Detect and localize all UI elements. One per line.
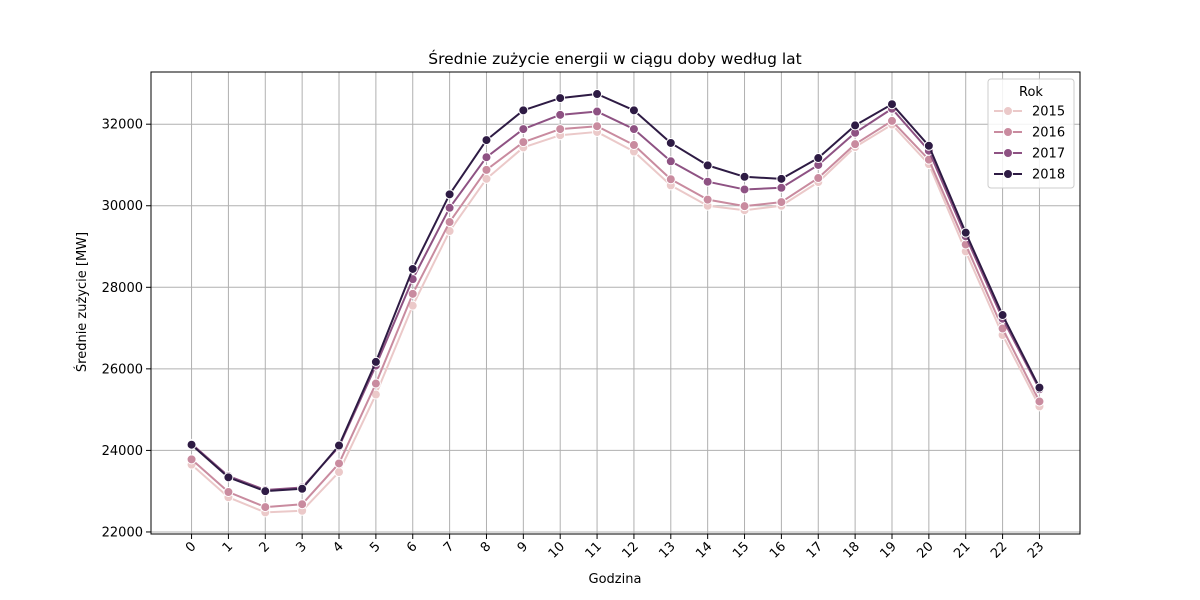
y-tick-label: 28000 <box>102 281 143 296</box>
legend-label: 2018 <box>1032 168 1065 183</box>
legend-title: Rok <box>1019 85 1043 100</box>
y-tick-label: 26000 <box>102 362 143 377</box>
data-point-2016 <box>665 174 676 185</box>
data-point-2018 <box>370 356 381 367</box>
data-point-2018 <box>923 140 934 151</box>
data-point-2017 <box>518 124 529 135</box>
data-point-2018 <box>886 99 897 110</box>
data-point-2016 <box>444 217 455 228</box>
data-point-2016 <box>518 137 529 148</box>
data-point-2018 <box>997 310 1008 321</box>
series-group <box>186 89 1045 518</box>
series-line-2015 <box>190 123 1041 514</box>
data-point-2018 <box>444 189 455 200</box>
grid <box>151 72 1080 534</box>
data-point-2016 <box>481 164 492 175</box>
legend: Rok 2015 2016 2017 2018 <box>987 78 1075 189</box>
series-line-2016 <box>190 119 1041 509</box>
data-point-2017 <box>665 156 676 167</box>
y-tick-label: 30000 <box>102 199 143 214</box>
data-point-2018 <box>407 263 418 274</box>
data-point-2018 <box>334 440 345 451</box>
data-point-2016 <box>702 194 713 205</box>
data-point-2018 <box>592 89 603 100</box>
data-point-2017 <box>592 106 603 117</box>
data-point-2018 <box>223 472 234 483</box>
data-point-2016 <box>334 458 345 469</box>
y-axis-label: Średnie zużycie [MW] <box>74 232 90 372</box>
legend-label: 2015 <box>1032 105 1065 120</box>
data-point-2016 <box>1034 396 1045 407</box>
y-tick-label: 22000 <box>102 525 143 540</box>
data-point-2016 <box>776 197 787 208</box>
data-point-2017 <box>702 176 713 187</box>
series-line-2018 <box>190 93 1041 493</box>
data-point-2017 <box>776 182 787 193</box>
legend-marker <box>1003 169 1013 179</box>
data-point-2016 <box>297 499 308 510</box>
series-2016 <box>186 115 1045 513</box>
y-tick-label: 32000 <box>102 118 143 133</box>
legend-entry-2015: 2015 <box>994 105 1065 120</box>
data-point-2018 <box>628 105 639 116</box>
data-point-2018 <box>186 439 197 450</box>
data-point-2018 <box>702 160 713 171</box>
legend-entry-2017: 2017 <box>994 147 1065 162</box>
data-point-2018 <box>518 105 529 116</box>
data-point-2016 <box>407 288 418 299</box>
data-point-2018 <box>813 153 824 164</box>
legend-marker <box>1003 127 1013 137</box>
data-point-2016 <box>886 115 897 126</box>
data-point-2018 <box>850 120 861 131</box>
plot-area-frame <box>150 71 1081 535</box>
data-point-2018 <box>960 227 971 238</box>
y-axis: 22000 24000 26000 28000 30000 32000 <box>102 118 151 540</box>
data-point-2016 <box>223 487 234 497</box>
data-point-2018 <box>555 93 566 104</box>
data-point-2015 <box>334 467 345 478</box>
legend-entry-2018: 2018 <box>994 168 1065 183</box>
data-point-2016 <box>555 124 566 135</box>
data-point-2017 <box>481 152 492 163</box>
legend-marker <box>1003 106 1013 116</box>
data-point-2016 <box>370 378 381 389</box>
data-point-2018 <box>297 483 308 494</box>
data-point-2016 <box>628 139 639 150</box>
data-point-2017 <box>628 124 639 135</box>
data-point-2018 <box>481 135 492 146</box>
legend-entry-2016: 2016 <box>994 126 1065 141</box>
y-tick-label: 24000 <box>102 444 143 459</box>
chart-title: Średnie zużycie energii w ciągu doby wed… <box>428 49 801 68</box>
data-point-2016 <box>186 454 197 465</box>
legend-label: 2016 <box>1032 126 1065 141</box>
data-point-2016 <box>260 502 271 513</box>
data-point-2018 <box>1034 382 1045 393</box>
x-axis-label: Godzina <box>589 572 642 587</box>
data-point-2016 <box>739 201 750 212</box>
data-point-2017 <box>444 202 455 213</box>
data-point-2018 <box>739 171 750 182</box>
data-point-2018 <box>260 486 271 497</box>
data-point-2016 <box>592 121 603 132</box>
series-2018 <box>186 89 1045 497</box>
data-point-2017 <box>555 109 566 120</box>
data-point-2017 <box>739 184 750 195</box>
data-point-2016 <box>813 173 824 184</box>
data-point-2018 <box>776 173 787 184</box>
legend-label: 2017 <box>1032 147 1065 162</box>
data-point-2016 <box>850 139 861 150</box>
data-point-2018 <box>665 137 676 148</box>
legend-marker <box>1003 148 1013 158</box>
